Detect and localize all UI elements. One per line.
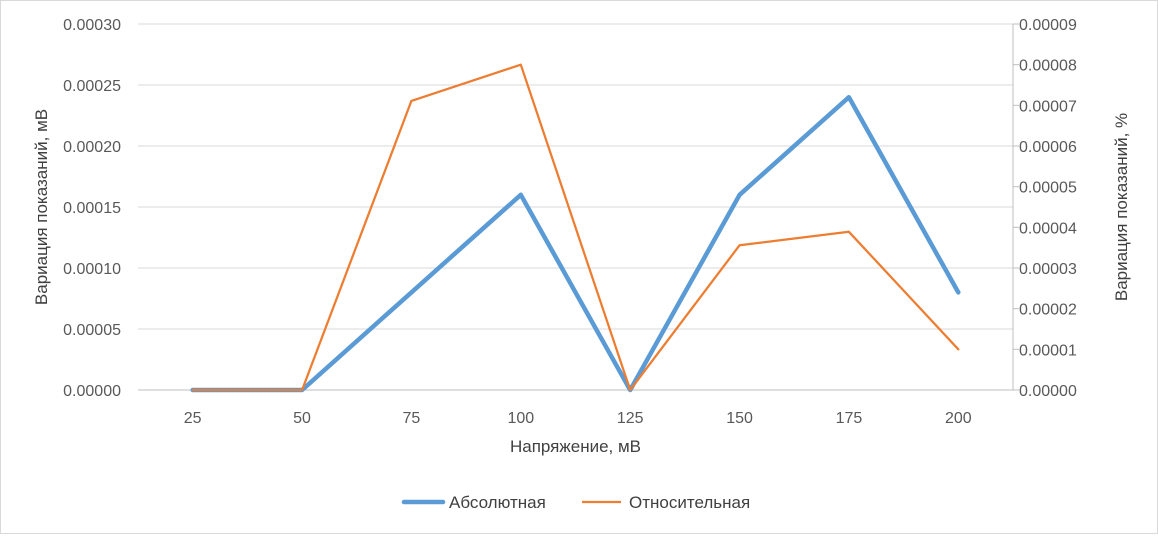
series-line-relative: [191, 63, 960, 392]
series-line-absolute: [190, 94, 961, 393]
y-right-tick-label: 0.00006: [1019, 139, 1077, 156]
y-left-tick-label: 0.00015: [63, 200, 121, 217]
x-tick-label: 150: [726, 410, 753, 427]
y-left-tick-label: 0.00010: [63, 261, 121, 278]
y-right-tick-label: 0.00007: [1019, 98, 1077, 115]
tick-labels: 0.00000 0.00005 0.00010 0.00015 0.00020 0.000…: [63, 17, 1077, 427]
legend-label-relative: Относительная: [629, 493, 750, 512]
y-right-tick-label: 0.00002: [1019, 302, 1077, 319]
x-tick-label: 125: [617, 410, 644, 427]
x-tick-label: 175: [836, 410, 863, 427]
y-right-tick-label: 0.00008: [1019, 58, 1077, 75]
x-tick-label: 200: [945, 410, 972, 427]
y-left-tick-label: 0.00025: [63, 78, 121, 95]
y-right-tick-label: 0.00000: [1019, 383, 1077, 400]
y-axis-right-title: Вариация показаний, %: [1112, 113, 1131, 301]
y-right-tick-label: 0.00001: [1019, 342, 1077, 359]
legend: Абсолютная Относительная: [401, 493, 750, 512]
y-right-tick-label: 0.00009: [1019, 17, 1077, 34]
x-axis-title: Напряжение, мВ: [510, 437, 641, 456]
gridlines: [138, 23, 1013, 330]
y-right-tick-label: 0.00004: [1019, 220, 1077, 237]
y-left-tick-label: 0.00000: [63, 383, 121, 400]
y-axis-left-title: Вариация показаний, мВ: [32, 109, 51, 305]
y-right-tick-label: 0.00003: [1019, 261, 1077, 278]
y-left-tick-label: 0.00005: [63, 322, 121, 339]
x-tick-label: 50: [293, 410, 311, 427]
y-right-tick-label: 0.00005: [1019, 180, 1077, 197]
x-tick-label: 100: [507, 410, 534, 427]
series-lines: [190, 63, 961, 393]
x-tick-label: 75: [403, 410, 421, 427]
y-left-tick-label: 0.00030: [63, 17, 121, 34]
x-tick-label: 25: [184, 410, 202, 427]
y-left-tick-label: 0.00020: [63, 139, 121, 156]
legend-label-absolute: Абсолютная: [449, 493, 546, 512]
